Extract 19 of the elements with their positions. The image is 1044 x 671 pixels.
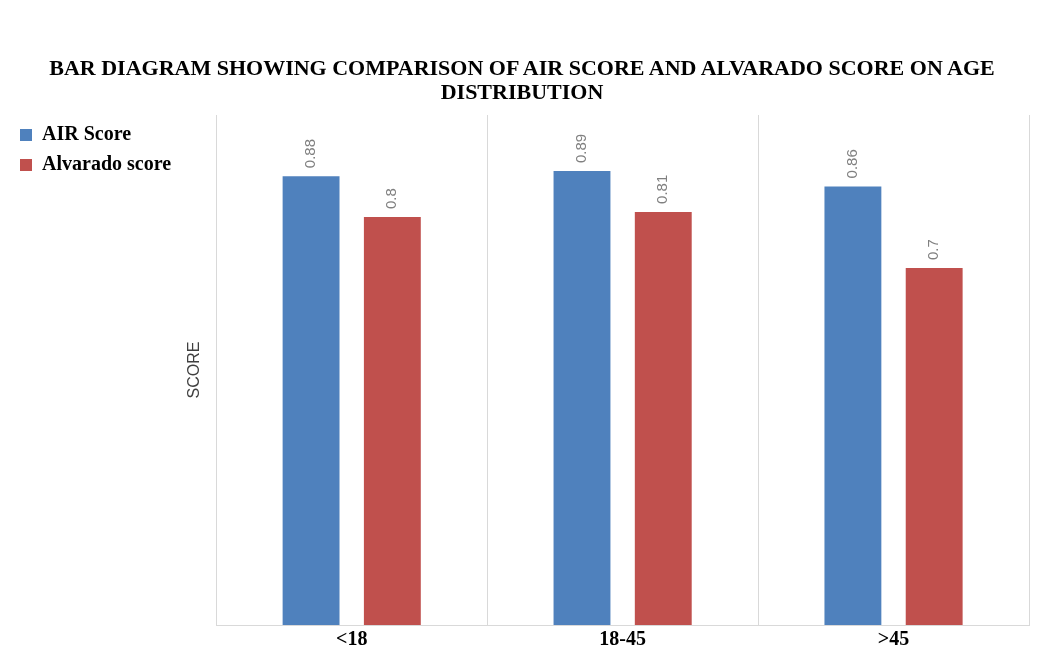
bar (634, 211, 692, 625)
data-label: 0.89 (572, 133, 590, 164)
bar (905, 268, 963, 625)
bar (553, 171, 611, 625)
bar (282, 176, 340, 625)
data-label: 0.81 (653, 174, 671, 204)
x-tick-label: >45 (877, 627, 910, 650)
x-tick-label: 18-45 (599, 627, 646, 650)
bar (824, 186, 882, 625)
bar (363, 217, 421, 625)
legend-label: Alvarado score (42, 152, 172, 175)
legend-label: AIR Score (42, 122, 132, 145)
data-label: 0.8 (382, 188, 400, 209)
x-tick-label: <18 (336, 627, 368, 650)
data-label: 0.86 (843, 149, 861, 179)
chart-title: BAR DIAGRAM SHOWING COMPARISON OF AIR SCORE AND ALVARADO SCORE ON AGE DISTRIBUTION (48, 55, 996, 104)
y-axis-title: SCORE (185, 341, 203, 399)
data-label: 0.88 (301, 139, 319, 169)
data-label: 0.7 (924, 239, 942, 260)
